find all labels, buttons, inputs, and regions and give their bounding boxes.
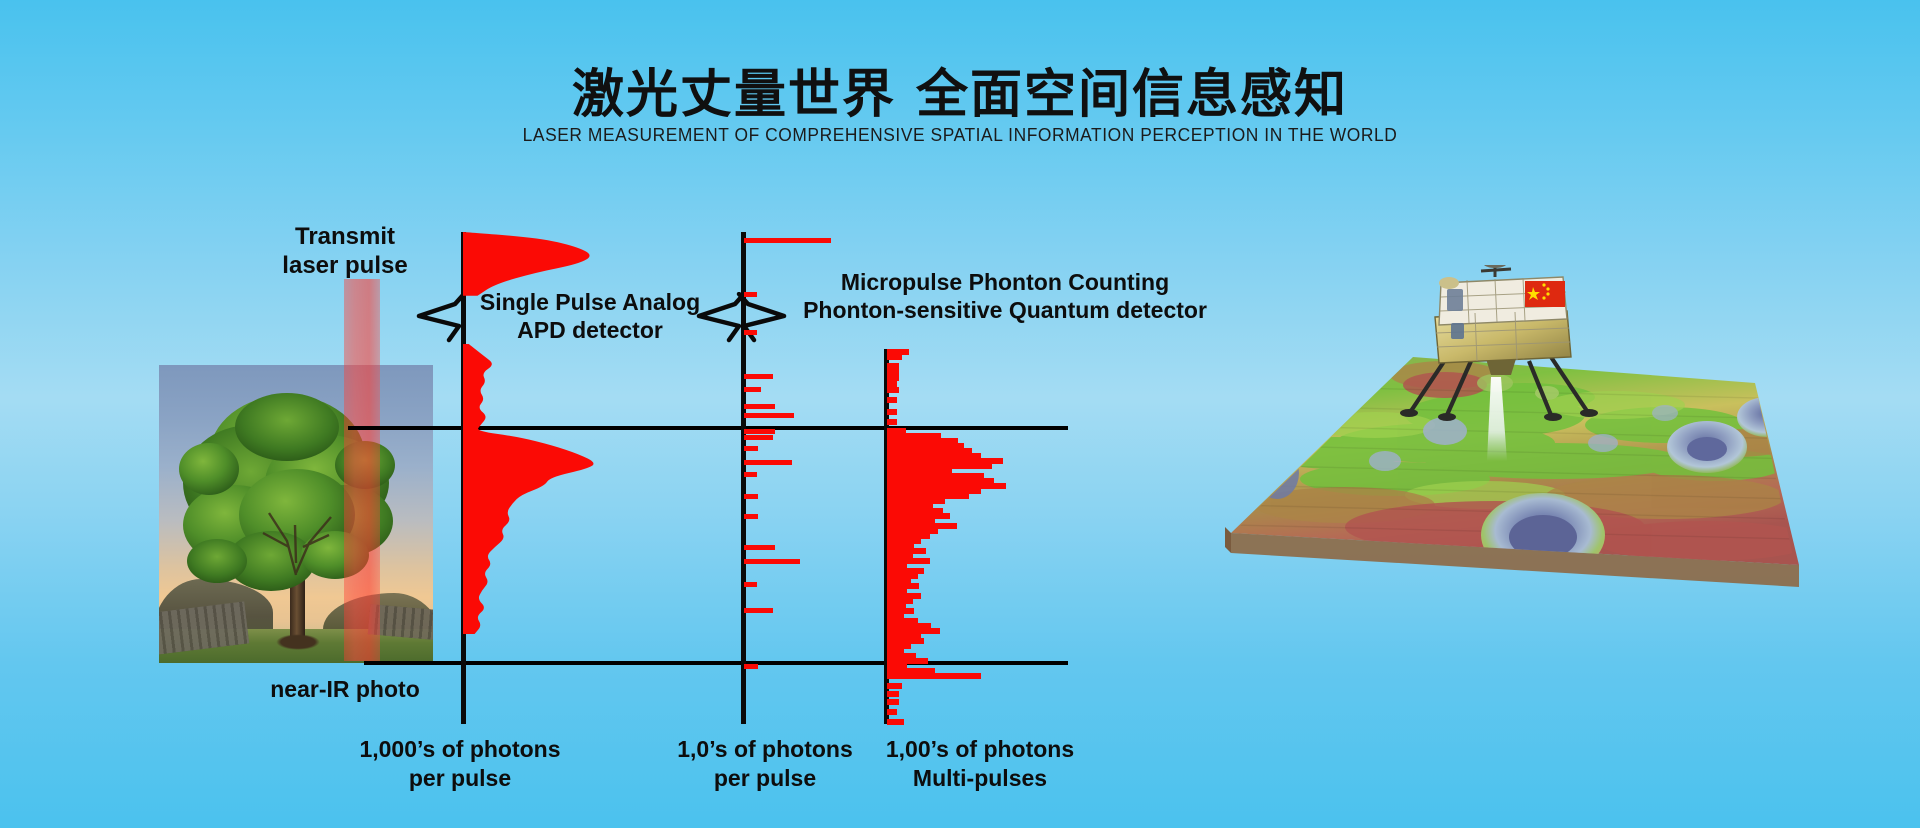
engine-plume	[1487, 377, 1507, 461]
photon-return-bar	[887, 363, 899, 369]
photon-return-bar	[744, 292, 757, 297]
photon-return-bar	[887, 375, 899, 381]
photon-return-bar	[887, 538, 921, 544]
photon-return-bar	[887, 518, 935, 524]
photon-return-bar	[887, 468, 952, 474]
waveform-plot-dense	[887, 349, 1087, 727]
photon-return-bar	[887, 533, 930, 539]
photon-return-bar	[887, 633, 921, 639]
photon-scale-label-3: 1,00’s of photons Multi-pulses	[885, 736, 1075, 791]
photon-return-bar	[744, 374, 774, 379]
micropulse-photon-counting-label: Micropulse Phonton Counting Phonton-sens…	[803, 269, 1207, 324]
photon-return-bar	[887, 349, 910, 355]
single-pulse-analog-label: Single Pulse Analog APD detector	[479, 289, 701, 344]
photon-return-bar	[744, 582, 757, 587]
photon-return-bar	[887, 473, 984, 479]
photon-return-bar	[744, 446, 758, 451]
photon-return-bar	[744, 494, 758, 499]
photon-return-bar	[744, 514, 758, 519]
photon-return-bar	[744, 559, 800, 564]
ground-reference-line	[364, 661, 1068, 665]
photon-return-bar	[744, 238, 831, 243]
photon-return-bar	[887, 433, 942, 439]
photon-return-bar	[887, 458, 1003, 464]
photon-return-bar	[887, 488, 981, 494]
photon-return-bar	[887, 583, 920, 589]
photon-return-bar	[887, 513, 950, 519]
photon-return-bar	[887, 483, 1006, 489]
photon-return-bar	[887, 719, 904, 725]
photon-return-bar	[744, 435, 774, 440]
near-ir-photo	[159, 365, 433, 663]
page-subtitle: LASER MEASUREMENT OF COMPREHENSIVE SPATI…	[522, 124, 1398, 145]
photon-scale-label-2: 1,0’s of photons per pulse	[677, 736, 853, 791]
photon-return-bar	[887, 699, 899, 705]
photon-return-bar	[744, 608, 774, 613]
photon-return-bar	[744, 429, 775, 434]
photon-return-bar	[744, 413, 795, 418]
lunar-lander-icon	[1400, 258, 1598, 421]
photon-return-bar	[887, 463, 993, 469]
zigzag-break-icon	[416, 292, 467, 343]
photon-return-bar	[887, 448, 972, 454]
photon-return-bar	[744, 545, 775, 550]
terrain-surface	[1225, 357, 1799, 587]
photon-return-bar	[887, 438, 959, 444]
photon-return-column	[887, 428, 903, 679]
photon-return-bar	[887, 369, 899, 375]
photon-return-bar	[887, 548, 927, 554]
photon-return-bar	[887, 409, 898, 415]
photon-return-bar	[887, 568, 925, 574]
photon-return-bar	[887, 498, 945, 504]
transmit-laser-beam	[344, 279, 380, 661]
photon-return-bar	[887, 593, 921, 599]
photon-return-bar	[887, 683, 903, 689]
lidar-terrain-model	[1195, 258, 1835, 745]
transmit-laser-pulse-label: Transmit laser pulse	[282, 223, 408, 280]
photon-return-bar	[887, 628, 940, 634]
near-ir-photo-label: near-IR photo	[270, 676, 420, 702]
photon-return-bar	[887, 453, 981, 459]
photon-return-bar	[887, 528, 938, 534]
photo-tree-canopy	[179, 393, 395, 591]
photon-return-bar	[887, 443, 964, 449]
waveform-axis-3	[884, 349, 889, 724]
waveform-plot-sparse	[744, 232, 924, 724]
photon-return-bar	[887, 558, 930, 564]
photon-return-bar	[887, 508, 944, 514]
photon-return-bar	[887, 709, 898, 715]
photon-return-bar	[887, 493, 969, 499]
photon-return-bar	[744, 472, 757, 477]
waveform-plot-analog	[463, 232, 594, 634]
canopy-reference-line	[348, 426, 1068, 430]
zigzag-break-icon	[696, 292, 747, 343]
photon-return-bar	[887, 387, 899, 393]
photon-return-bar	[887, 638, 925, 644]
photon-return-bar	[887, 623, 932, 629]
photon-return-bar	[887, 354, 903, 360]
photon-return-bar	[887, 691, 899, 697]
photon-return-bar	[744, 404, 775, 409]
photon-return-bar	[887, 523, 957, 529]
photon-return-bar	[887, 419, 898, 425]
photon-return-bar	[887, 397, 898, 403]
photon-return-bar	[744, 664, 758, 669]
photon-return-bar	[887, 478, 995, 484]
photon-return-bar	[887, 658, 928, 664]
china-flag-icon	[1525, 281, 1565, 307]
photon-return-bar	[744, 387, 761, 392]
page-title: 激光丈量世界 全面空间信息感知	[571, 65, 1349, 125]
photon-return-bar	[887, 381, 898, 387]
photon-return-bar	[744, 330, 757, 335]
photon-return-bar	[887, 503, 933, 509]
photon-return-bar	[744, 460, 792, 465]
photon-scale-label-1: 1,000’s of photons per pulse	[359, 736, 561, 791]
photon-return-bar	[887, 668, 935, 674]
photon-return-bar	[887, 673, 981, 679]
waveform-axis-2	[741, 232, 746, 724]
